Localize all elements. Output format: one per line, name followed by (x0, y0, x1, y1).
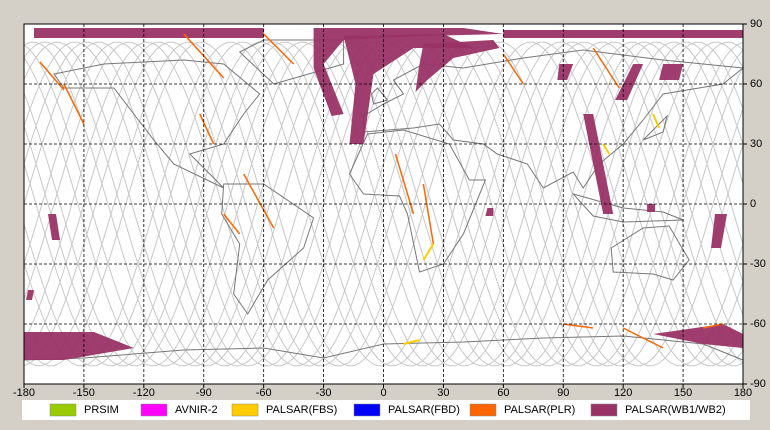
coastline (238, 39, 345, 85)
y-tick-label: -30 (750, 258, 766, 270)
swath-track (223, 213, 241, 235)
x-tick-label: -120 (133, 387, 155, 399)
x-tick-label: -150 (73, 387, 95, 399)
x-tick-label: 150 (674, 387, 692, 399)
swath (583, 114, 614, 214)
swath-track (63, 83, 85, 125)
x-tick-label: -90 (196, 387, 212, 399)
legend-swatch (49, 403, 77, 417)
swath (485, 208, 494, 216)
swaths (24, 28, 743, 360)
y-tick-label: -90 (750, 378, 766, 390)
swath-track (622, 327, 664, 349)
swath-track (422, 243, 435, 261)
legend-swatch (469, 403, 497, 417)
x-tick-label: -60 (256, 387, 272, 399)
coastline (610, 225, 690, 281)
swath (711, 214, 727, 248)
coastline (370, 87, 389, 105)
legend: PRSIM AVNIR-2 PALSAR(FBS) PALSAR(FBD) PALSAR… (49, 403, 726, 417)
x-tick-label: -30 (316, 387, 332, 399)
x-tick-label: 120 (614, 387, 632, 399)
x-tick-label: 90 (557, 387, 569, 399)
swath-track (502, 53, 524, 85)
legend-label: PRSIM (84, 404, 119, 416)
x-tick-label: 30 (437, 387, 449, 399)
swath-track (702, 323, 724, 329)
swath (26, 290, 34, 300)
swath (647, 204, 656, 212)
swath (659, 64, 684, 80)
coastline (348, 129, 487, 273)
legend-label: PALSAR(PLR) (504, 404, 575, 416)
coastline (221, 183, 315, 315)
swath-track (263, 33, 295, 65)
swath (415, 40, 500, 92)
swath-track (199, 113, 215, 145)
legend-label: PALSAR(FBD) (388, 404, 460, 416)
y-tick-label: 30 (750, 138, 762, 150)
y-tick-label: -60 (750, 318, 766, 330)
swath (313, 28, 504, 116)
swath-track (563, 323, 594, 329)
legend-box (22, 400, 750, 420)
swath (48, 214, 60, 240)
swath-track (592, 47, 620, 89)
legend-swatch (353, 403, 381, 417)
coastline (642, 114, 669, 141)
coastline (363, 49, 745, 189)
legend-label: PALSAR(WB1/WB2) (625, 404, 726, 416)
legend-label: PALSAR(FBS) (266, 404, 337, 416)
swath-track (602, 143, 611, 155)
swath (557, 64, 574, 80)
swath (24, 332, 134, 360)
swath (34, 28, 264, 38)
legend-swatch (140, 403, 168, 417)
x-tick-label: 60 (497, 387, 509, 399)
x-tick-label: -180 (13, 387, 35, 399)
y-tick-label: 90 (750, 18, 762, 30)
y-tick-label: 0 (750, 198, 756, 210)
y-tick-label: 60 (750, 78, 762, 90)
plot-frame (23, 23, 744, 385)
legend-swatch (231, 403, 259, 417)
x-tick-label: 0 (380, 387, 386, 399)
swath-track (39, 61, 65, 91)
legend-swatch (590, 403, 618, 417)
swath (343, 34, 474, 144)
swath (653, 324, 743, 348)
swath (615, 64, 644, 100)
swath-track (243, 173, 275, 229)
swath-track (403, 339, 420, 345)
x-tick-label: 180 (734, 387, 752, 399)
legend-label: AVNIR-2 (175, 404, 218, 416)
swath-track (422, 183, 435, 245)
swath-track (652, 113, 661, 129)
